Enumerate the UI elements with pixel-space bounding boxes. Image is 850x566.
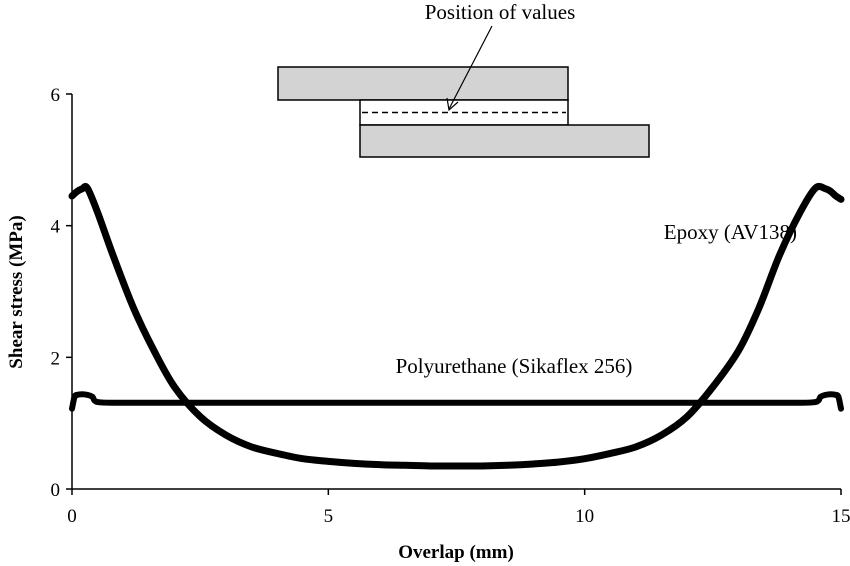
position-arrow <box>448 25 493 110</box>
y-axis-title: Shear stress (MPa) <box>6 215 27 368</box>
x-tick-label: 0 <box>67 506 77 527</box>
y-tick-label: 0 <box>51 480 61 501</box>
series-label-polyurethane: Polyurethane (Sikaflex 256) <box>396 354 633 378</box>
y-tick-label: 4 <box>51 217 61 238</box>
y-ticks: 0 2 4 6 <box>51 85 72 501</box>
joint-diagram: Position of values <box>277 0 650 158</box>
arrow-head-icon <box>446 97 459 112</box>
upper-adherend <box>277 66 569 101</box>
x-tick-label: 15 <box>832 506 850 527</box>
series-line-polyurethane <box>69 391 844 412</box>
y-tick-label: 2 <box>51 348 61 369</box>
series-layer <box>68 182 845 470</box>
x-ticks: 0 5 10 15 <box>67 489 850 527</box>
x-axis-title: Overlap (mm) <box>398 542 514 563</box>
series-line-epoxy <box>68 182 845 470</box>
inset-label: Position of values <box>425 0 576 24</box>
lower-adherend <box>359 124 650 158</box>
axes: 0 2 4 6 0 5 10 15 <box>51 85 850 527</box>
x-tick-label: 5 <box>324 506 334 527</box>
x-tick-label: 10 <box>575 506 594 527</box>
series-label-epoxy: Epoxy (AV138) <box>664 220 797 244</box>
y-tick-label: 6 <box>51 85 61 106</box>
